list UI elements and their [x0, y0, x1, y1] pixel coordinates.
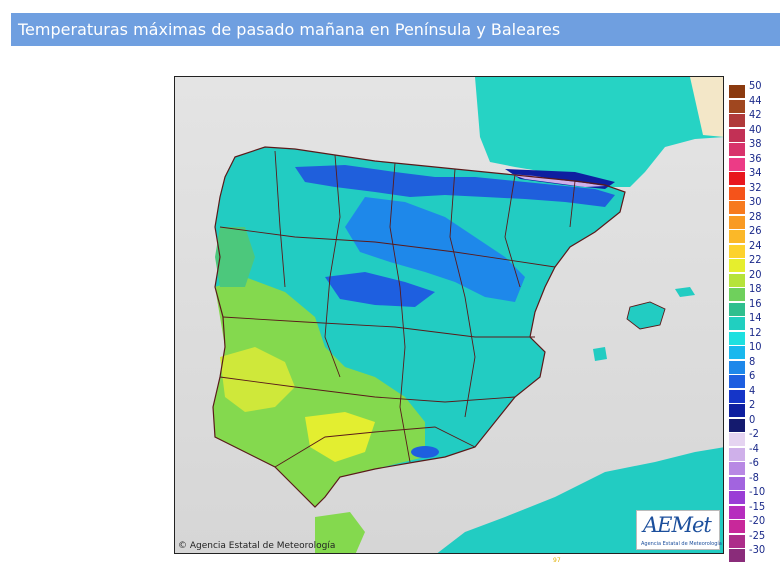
legend-swatch	[729, 346, 745, 359]
legend-label: -30	[749, 543, 766, 556]
legend-label: -25	[749, 528, 766, 542]
legend-swatch	[729, 317, 745, 330]
legend-swatch	[729, 259, 745, 272]
legend-label: 2	[749, 398, 756, 411]
legend-label: 14	[749, 311, 762, 324]
legend-label: 20	[749, 267, 762, 281]
legend-label: 28	[749, 209, 762, 223]
legend-swatch	[729, 520, 745, 533]
temperature-map: © Agencia Estatal de Meteorología AEMet …	[174, 76, 724, 554]
legend-swatch	[729, 491, 745, 504]
legend-label: 24	[749, 238, 762, 252]
legend-label: 32	[749, 180, 762, 194]
legend-swatch	[729, 302, 745, 316]
sierra-nevada-cold	[411, 446, 439, 458]
legend-label: 4	[749, 383, 756, 397]
legend-label: -2	[749, 427, 759, 440]
legend-label: -15	[749, 499, 766, 513]
legend-swatch	[729, 331, 745, 345]
legend-label: -20	[749, 514, 766, 527]
bottom-mark: 97	[553, 557, 561, 564]
map-canvas	[175, 77, 723, 553]
legend-swatch	[729, 418, 745, 432]
legend-label: 16	[749, 296, 762, 310]
legend-swatch	[729, 476, 745, 490]
hot-valley-guadalquivir	[305, 412, 375, 462]
legend-label: 6	[749, 369, 756, 382]
green-west-coast	[215, 227, 255, 287]
ibiza-island	[593, 347, 607, 361]
legend-label: 26	[749, 224, 762, 237]
legend-swatch	[729, 389, 745, 403]
legend-label: 30	[749, 195, 762, 208]
legend-label: -4	[749, 441, 759, 455]
legend-label: -10	[749, 485, 766, 498]
legend-label: 12	[749, 325, 762, 339]
legend-label: -6	[749, 456, 759, 469]
legend-label: 38	[749, 137, 762, 150]
legend-swatch	[729, 230, 745, 243]
legend-label: 22	[749, 253, 762, 266]
legend-label: -8	[749, 470, 759, 484]
legend-swatch	[729, 172, 745, 185]
legend-swatch	[729, 375, 745, 388]
legend-label: 34	[749, 166, 762, 179]
legend-label: 0	[749, 412, 756, 426]
legend-label: 18	[749, 282, 762, 295]
legend-swatch	[729, 114, 745, 127]
legend-swatch	[729, 462, 745, 475]
legend-swatch	[729, 505, 745, 519]
legend-swatch	[729, 534, 745, 548]
africa-warm-patch	[315, 512, 365, 553]
page-title: Temperaturas máximas de pasado mañana en…	[18, 20, 561, 39]
legend-label: 8	[749, 354, 756, 368]
legend-label: 40	[749, 122, 762, 136]
legend-swatch	[729, 273, 745, 287]
legend-swatch	[729, 433, 745, 446]
legend-label: 42	[749, 108, 762, 121]
legend-swatch	[729, 244, 745, 258]
legend-swatch	[729, 128, 745, 142]
warm-southwest-zone	[213, 277, 425, 507]
legend-swatch	[729, 143, 745, 156]
legend-label: 36	[749, 151, 762, 165]
legend-swatch	[729, 201, 745, 214]
menorca-island	[675, 287, 695, 297]
legend-label: 50	[749, 79, 762, 92]
cold-north-band	[295, 165, 615, 207]
legend-swatch	[729, 99, 745, 113]
legend-label: 10	[749, 340, 762, 353]
legend-label: 44	[749, 93, 762, 107]
province-borders	[212, 146, 666, 508]
france-land	[475, 77, 723, 187]
cold-central-range	[325, 272, 435, 307]
legend-swatch	[729, 549, 745, 562]
logo-subtitle: Agencia Estatal de Meteorología	[641, 541, 722, 547]
mallorca-island	[627, 302, 665, 329]
legend-swatch	[729, 157, 745, 171]
temperature-legend: 50 44 42 40 38 36 34 32 30 28 26 24 22 20 18 16 14 12 10 8 6…	[729, 80, 781, 562]
logo-wordmark: AEMet	[643, 513, 712, 537]
legend-swatch	[729, 85, 745, 98]
aemet-logo: AEMet Agencia Estatal de Meteorología	[636, 510, 722, 550]
title-bar: Temperaturas máximas de pasado mañana en…	[11, 13, 780, 46]
legend-swatch	[729, 447, 745, 461]
legend-swatch	[729, 186, 745, 200]
copyright-notice: © Agencia Estatal de Meteorología	[178, 541, 336, 551]
legend-swatch	[729, 215, 745, 229]
hot-valley-guadiana	[220, 347, 295, 412]
legend-swatch	[729, 404, 745, 417]
legend-swatch	[729, 360, 745, 374]
legend-swatch	[729, 288, 745, 301]
france-cream-area	[690, 77, 723, 137]
